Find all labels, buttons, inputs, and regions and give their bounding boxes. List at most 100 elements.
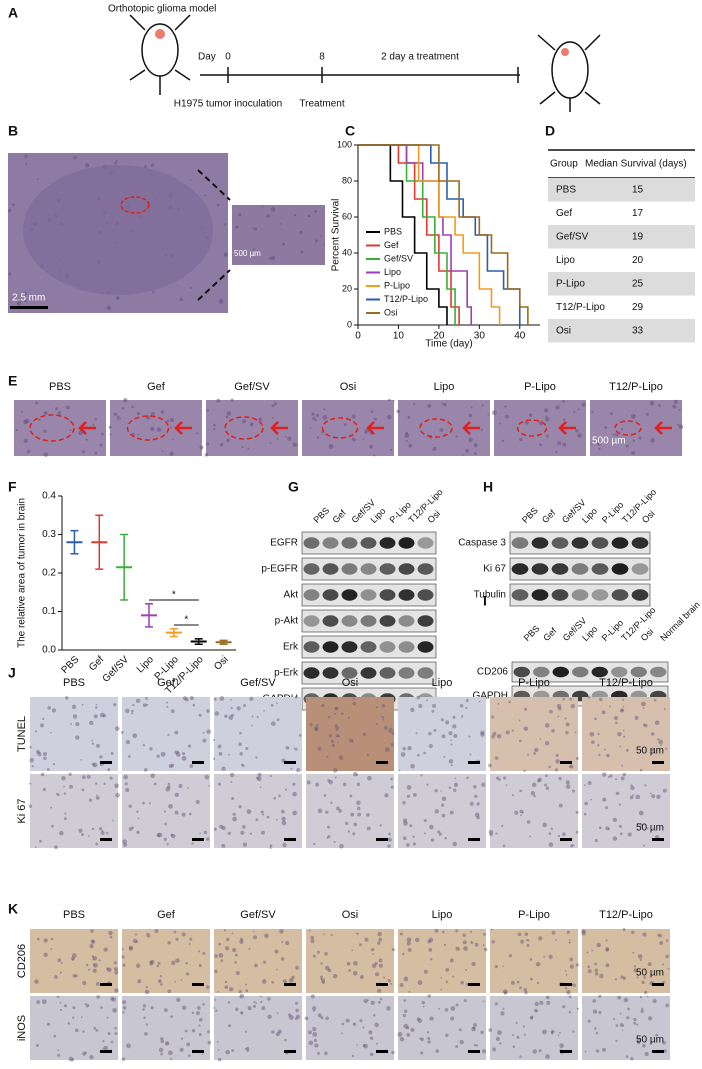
texture bbox=[596, 942, 601, 948]
texture bbox=[261, 1006, 266, 1011]
texture bbox=[610, 412, 613, 416]
texture bbox=[125, 739, 131, 745]
texture bbox=[408, 990, 411, 993]
blot-band bbox=[511, 589, 529, 601]
arrow bbox=[270, 421, 288, 435]
texture bbox=[15, 428, 18, 432]
texture bbox=[463, 946, 468, 951]
texture bbox=[137, 979, 142, 984]
texture bbox=[144, 1032, 148, 1036]
texture bbox=[487, 413, 490, 416]
texture bbox=[480, 428, 483, 431]
texture bbox=[496, 733, 502, 739]
texture bbox=[625, 1055, 629, 1058]
texture bbox=[403, 976, 409, 982]
texture bbox=[296, 768, 301, 773]
texture bbox=[309, 426, 312, 429]
texture bbox=[249, 832, 252, 835]
texture bbox=[511, 794, 514, 797]
texture bbox=[276, 437, 279, 440]
texture bbox=[448, 786, 452, 789]
blot-band bbox=[571, 563, 589, 575]
texture bbox=[417, 980, 423, 985]
blot-band bbox=[398, 641, 415, 653]
texture bbox=[621, 428, 624, 431]
texture bbox=[551, 728, 555, 733]
texture bbox=[43, 756, 47, 761]
texture bbox=[246, 809, 252, 815]
texture bbox=[259, 786, 262, 789]
texture bbox=[647, 962, 652, 966]
lane-label: Osi bbox=[640, 508, 657, 525]
y-tick-label: 80 bbox=[342, 175, 352, 185]
texture bbox=[572, 789, 575, 793]
scale-label: 50 µm bbox=[636, 823, 664, 834]
texture bbox=[220, 959, 224, 962]
texture bbox=[677, 423, 680, 426]
texture bbox=[587, 965, 591, 969]
texture bbox=[102, 1040, 105, 1043]
texture bbox=[61, 776, 66, 781]
texture bbox=[136, 830, 140, 835]
texture bbox=[114, 726, 120, 731]
texture bbox=[132, 733, 138, 739]
texture bbox=[225, 415, 229, 419]
texture bbox=[108, 425, 112, 429]
texture bbox=[516, 1035, 520, 1039]
texture bbox=[156, 964, 160, 968]
texture bbox=[462, 454, 464, 456]
texture bbox=[148, 802, 151, 805]
texture bbox=[168, 764, 173, 769]
texture bbox=[523, 726, 529, 731]
texture bbox=[441, 734, 446, 739]
texture bbox=[410, 763, 415, 769]
texture bbox=[81, 775, 86, 780]
texture bbox=[620, 975, 624, 979]
x-tick-label: PBS bbox=[59, 654, 81, 676]
texture bbox=[410, 707, 415, 713]
texture bbox=[619, 708, 625, 713]
texture bbox=[618, 803, 622, 806]
texture bbox=[219, 696, 225, 701]
texture bbox=[36, 1000, 41, 1005]
texture bbox=[239, 752, 243, 756]
texture bbox=[231, 1049, 235, 1052]
texture bbox=[51, 824, 54, 828]
texture bbox=[109, 433, 112, 436]
texture bbox=[422, 1005, 425, 1008]
lane-label: T12/P-Lipo bbox=[619, 605, 657, 643]
texture bbox=[534, 1001, 539, 1007]
texture bbox=[548, 842, 554, 847]
texture bbox=[427, 939, 432, 944]
texture bbox=[143, 768, 148, 772]
texture bbox=[53, 1034, 57, 1038]
mouse-icon bbox=[537, 34, 601, 112]
texture bbox=[476, 802, 480, 806]
legend-label: Osi bbox=[384, 307, 398, 317]
blot-band bbox=[341, 589, 358, 601]
texture bbox=[373, 417, 377, 421]
texture bbox=[321, 703, 325, 708]
texture bbox=[180, 978, 183, 981]
texture bbox=[252, 248, 255, 251]
texture bbox=[562, 1005, 566, 1009]
texture bbox=[218, 942, 222, 946]
texture bbox=[84, 1003, 87, 1005]
blot-band bbox=[591, 563, 609, 575]
texture bbox=[65, 696, 69, 700]
texture bbox=[438, 832, 442, 836]
texture bbox=[408, 443, 413, 448]
texture bbox=[568, 1010, 572, 1014]
texture bbox=[426, 783, 429, 786]
texture bbox=[157, 832, 163, 838]
texture bbox=[406, 785, 412, 790]
texture bbox=[426, 1031, 430, 1034]
blot-strip bbox=[511, 661, 669, 683]
texture bbox=[656, 794, 661, 800]
texture bbox=[320, 1016, 324, 1020]
texture bbox=[43, 452, 49, 457]
table-header: Median Survival (days) bbox=[585, 159, 687, 170]
texture bbox=[473, 1023, 477, 1027]
texture bbox=[257, 772, 262, 777]
texture bbox=[99, 755, 103, 759]
